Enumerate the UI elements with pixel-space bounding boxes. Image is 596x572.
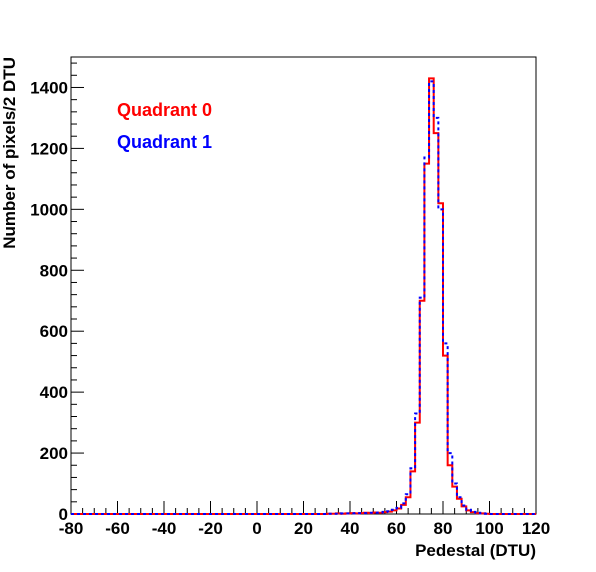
histogram-bin-q1: [378, 512, 383, 514]
histogram-bin-q1: [410, 468, 415, 514]
y-tick-label: 0: [59, 505, 68, 524]
histogram-bin-q1: [415, 413, 420, 514]
x-axis-label: Pedestal (DTU): [415, 541, 536, 560]
x-tick-label: -20: [198, 519, 223, 538]
x-tick-label: -40: [152, 519, 177, 538]
histogram-bin-q1: [359, 513, 364, 514]
histogram-bin-q1: [397, 508, 402, 514]
histogram-bin-q1: [480, 513, 485, 514]
histogram-bin-q1: [448, 453, 453, 514]
series-line-quadrant-1: [71, 80, 536, 515]
histogram-bin-q1: [345, 513, 350, 514]
histogram-bin-q1: [364, 513, 369, 514]
histogram-bin-q1: [466, 510, 471, 514]
histogram-bin-q1: [424, 158, 429, 514]
legend-quadrant-0: Quadrant 0: [117, 100, 212, 120]
histogram-bin-q1: [434, 118, 439, 514]
histogram-bin-q1: [443, 343, 448, 514]
histogram-bin-q1: [369, 513, 374, 514]
histogram-bin-q1: [387, 511, 392, 514]
x-tick-label: -80: [59, 519, 84, 538]
histogram-bin-q1: [341, 513, 346, 514]
histogram-bin-q1: [471, 512, 476, 514]
y-tick-label: 1000: [30, 200, 68, 219]
histogram-bin-q1: [429, 81, 434, 514]
histogram-bin-q1: [420, 298, 425, 514]
histogram-bin-q1: [457, 497, 462, 514]
histogram-bin-q1: [406, 494, 411, 514]
x-tick-label: 60: [387, 519, 406, 538]
x-axis-tick-labels: -80 -60 -40 -20 0 20 40 60 80 100 120: [59, 519, 550, 538]
x-tick-label: -60: [105, 519, 130, 538]
legend-quadrant-1: Quadrant 1: [117, 132, 212, 152]
y-tick-label: 200: [40, 444, 68, 463]
plot-frame: [70, 56, 537, 515]
y-tick-label: 1400: [30, 78, 68, 97]
histogram-bin-q1: [476, 513, 481, 514]
histogram-bin-q1: [401, 503, 406, 514]
y-tick-label: 1200: [30, 139, 68, 158]
x-tick-label: 40: [341, 519, 360, 538]
y-tick-label: 800: [40, 261, 68, 280]
histogram-bin-q1: [350, 513, 355, 514]
axis-ticks: [70, 62, 537, 515]
histogram-bin-q1: [438, 209, 443, 514]
histogram-bin-q1: [373, 513, 378, 514]
histogram-bin-q1: [392, 510, 397, 514]
x-tick-label: 0: [252, 519, 261, 538]
histogram-bin-q1: [452, 484, 457, 514]
histogram-bin-q1: [355, 513, 360, 514]
series-layer: [71, 77, 536, 515]
y-tick-label: 400: [40, 383, 68, 402]
x-tick-label: 100: [475, 519, 503, 538]
x-tick-label: 80: [434, 519, 453, 538]
x-tick-label: 20: [294, 519, 313, 538]
x-tick-label: 120: [522, 519, 550, 538]
y-axis-label: Number of pixels/2 DTU: [0, 57, 19, 249]
histogram-bin-q1: [462, 505, 467, 514]
histogram-bin-q1: [383, 512, 388, 514]
y-axis-tick-labels: 0 200 400 600 800 1000 1200 1400: [30, 78, 68, 524]
y-tick-label: 600: [40, 322, 68, 341]
